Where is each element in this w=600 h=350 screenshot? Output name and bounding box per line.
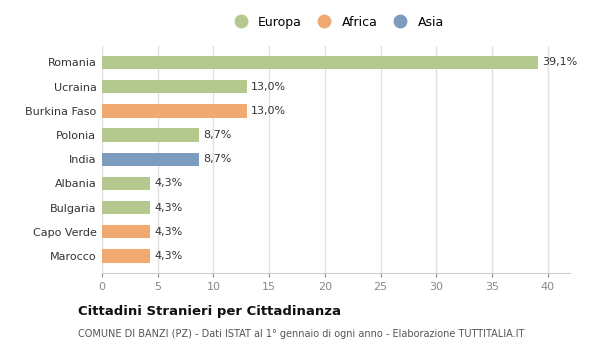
Bar — [102, 201, 150, 214]
Text: 4,3%: 4,3% — [154, 178, 182, 188]
Bar — [102, 249, 150, 262]
Bar — [102, 104, 247, 118]
Text: 4,3%: 4,3% — [154, 251, 182, 261]
Bar — [102, 80, 247, 93]
Text: 8,7%: 8,7% — [203, 130, 232, 140]
Text: Cittadini Stranieri per Cittadinanza: Cittadini Stranieri per Cittadinanza — [78, 304, 341, 317]
Bar — [102, 153, 199, 166]
Text: COMUNE DI BANZI (PZ) - Dati ISTAT al 1° gennaio di ogni anno - Elaborazione TUTT: COMUNE DI BANZI (PZ) - Dati ISTAT al 1° … — [78, 329, 524, 339]
Text: 13,0%: 13,0% — [251, 106, 286, 116]
Text: 13,0%: 13,0% — [251, 82, 286, 92]
Text: 4,3%: 4,3% — [154, 227, 182, 237]
Bar — [102, 128, 199, 142]
Text: 39,1%: 39,1% — [542, 57, 577, 68]
Legend: Europa, Africa, Asia: Europa, Africa, Asia — [223, 11, 449, 34]
Bar — [102, 56, 538, 69]
Text: 8,7%: 8,7% — [203, 154, 232, 164]
Bar — [102, 225, 150, 238]
Text: 4,3%: 4,3% — [154, 203, 182, 213]
Bar — [102, 177, 150, 190]
